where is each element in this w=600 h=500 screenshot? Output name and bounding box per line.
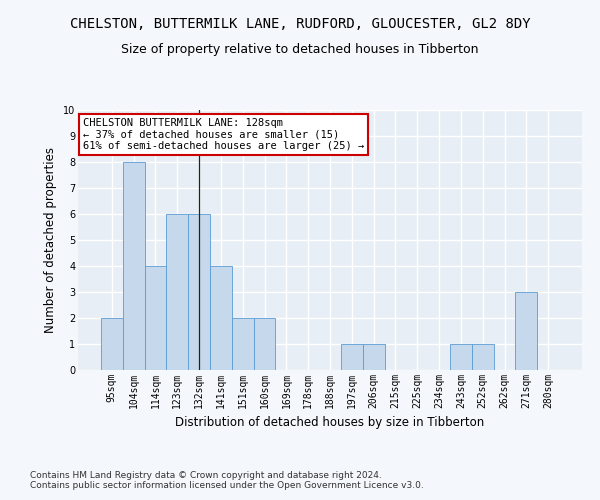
Bar bbox=[450, 344, 472, 370]
Text: CHELSTON BUTTERMILK LANE: 128sqm
← 37% of detached houses are smaller (15)
61% o: CHELSTON BUTTERMILK LANE: 128sqm ← 37% o… bbox=[83, 118, 364, 151]
Bar bbox=[123, 162, 145, 370]
X-axis label: Distribution of detached houses by size in Tibberton: Distribution of detached houses by size … bbox=[175, 416, 485, 430]
Bar bbox=[254, 318, 275, 370]
Bar bbox=[341, 344, 363, 370]
Y-axis label: Number of detached properties: Number of detached properties bbox=[44, 147, 58, 333]
Bar bbox=[166, 214, 188, 370]
Bar bbox=[188, 214, 210, 370]
Text: Size of property relative to detached houses in Tibberton: Size of property relative to detached ho… bbox=[121, 42, 479, 56]
Bar bbox=[145, 266, 166, 370]
Text: CHELSTON, BUTTERMILK LANE, RUDFORD, GLOUCESTER, GL2 8DY: CHELSTON, BUTTERMILK LANE, RUDFORD, GLOU… bbox=[70, 18, 530, 32]
Bar bbox=[210, 266, 232, 370]
Bar bbox=[515, 292, 537, 370]
Bar bbox=[232, 318, 254, 370]
Text: Contains HM Land Registry data © Crown copyright and database right 2024.
Contai: Contains HM Land Registry data © Crown c… bbox=[30, 470, 424, 490]
Bar bbox=[101, 318, 123, 370]
Bar bbox=[363, 344, 385, 370]
Bar bbox=[472, 344, 494, 370]
